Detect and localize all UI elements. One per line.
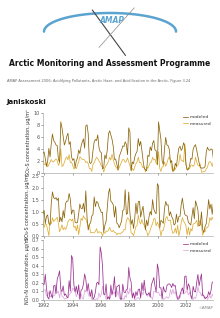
modeled <box>48 297 50 301</box>
measured <box>94 158 97 162</box>
Text: AMAP Assessment 2006: Acidifying Pollutants, Arctic Haze, and Acidification in t: AMAP Assessment 2006: Acidifying Polluta… <box>7 79 190 83</box>
modeled <box>68 279 70 283</box>
measured <box>67 158 69 162</box>
modeled <box>55 292 57 296</box>
measured <box>53 158 56 162</box>
Text: ©AMAP: ©AMAP <box>198 306 213 310</box>
measured <box>55 282 57 286</box>
modeled <box>166 143 168 147</box>
modeled <box>95 281 98 285</box>
modeled <box>95 139 98 142</box>
measured <box>166 295 168 299</box>
measured <box>68 293 70 297</box>
Y-axis label: NO₃-N concentration, μg/m³: NO₃-N concentration, μg/m³ <box>25 236 30 304</box>
Text: AMAP: AMAP <box>100 16 125 25</box>
Line: measured: measured <box>43 144 213 172</box>
modeled <box>68 142 70 146</box>
measured <box>96 298 99 301</box>
Legend: modeled, measured: modeled, measured <box>183 115 211 126</box>
modeled <box>42 151 44 155</box>
Y-axis label: SO₂-S concentration, μg/m³: SO₂-S concentration, μg/m³ <box>26 109 31 176</box>
modeled <box>130 169 132 173</box>
measured <box>164 164 167 168</box>
Y-axis label: SO₄-S concentration, μg/m³: SO₄-S concentration, μg/m³ <box>25 173 30 240</box>
measured <box>183 142 186 146</box>
measured <box>181 291 184 295</box>
Line: measured: measured <box>43 284 213 300</box>
modeled <box>166 284 168 288</box>
measured <box>42 158 44 162</box>
modeled <box>183 274 186 278</box>
modeled <box>99 245 101 249</box>
modeled <box>181 286 184 290</box>
measured <box>180 158 183 162</box>
Text: Janiskoski: Janiskoski <box>7 99 46 105</box>
measured <box>212 160 215 164</box>
Text: Arctic Monitoring and Assessment Programme: Arctic Monitoring and Assessment Program… <box>9 59 211 68</box>
measured <box>42 288 44 292</box>
measured <box>102 170 105 174</box>
modeled <box>212 280 215 284</box>
modeled <box>42 283 44 287</box>
measured <box>182 160 185 164</box>
modeled <box>183 144 186 148</box>
modeled <box>181 146 184 150</box>
modeled <box>59 120 62 124</box>
measured <box>53 294 56 297</box>
modeled <box>212 157 215 161</box>
measured <box>79 298 81 301</box>
Line: modeled: modeled <box>43 247 213 299</box>
Legend: modeled, measured: modeled, measured <box>183 242 211 253</box>
Line: modeled: modeled <box>43 122 213 171</box>
measured <box>212 295 215 299</box>
modeled <box>53 140 56 144</box>
measured <box>183 291 186 295</box>
